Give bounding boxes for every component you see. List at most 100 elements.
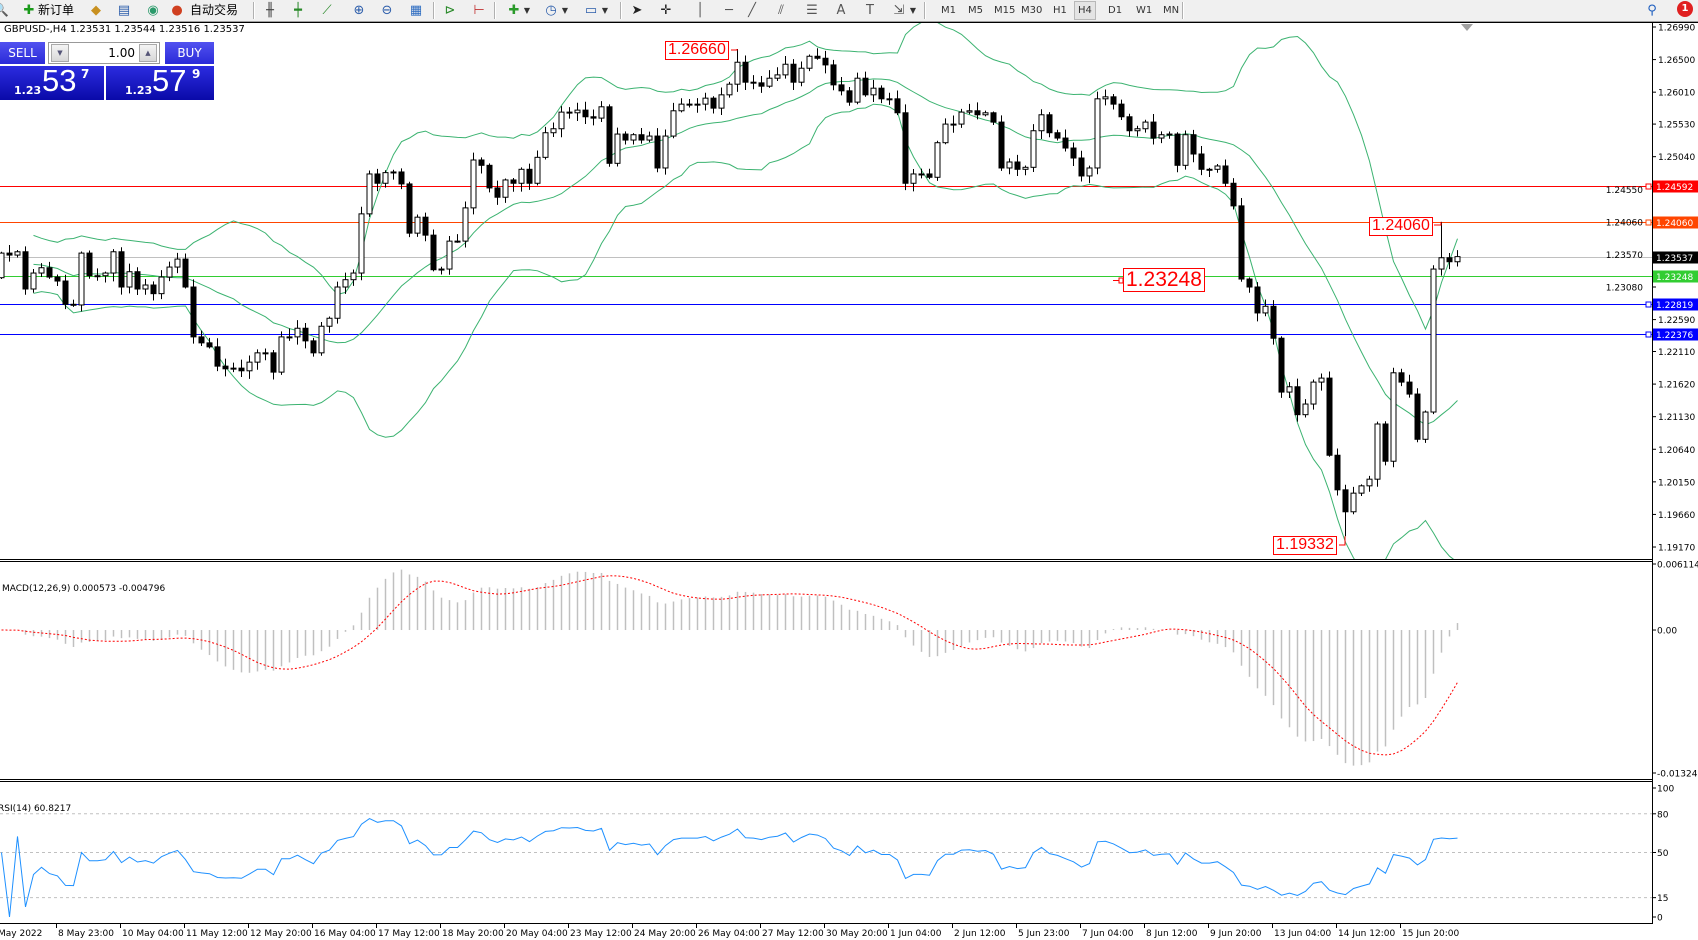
horizontal-line-icon[interactable]: ─ xyxy=(725,3,733,18)
bearish-candle xyxy=(1398,372,1405,383)
equidistant-channel-icon[interactable]: ⫽ xyxy=(778,3,784,18)
fibonacci-icon[interactable]: ☰ xyxy=(806,3,818,18)
tile-windows-icon[interactable]: ▦ xyxy=(409,3,423,18)
text-icon[interactable]: A xyxy=(836,3,846,18)
high-callout-connector xyxy=(731,48,738,51)
chevron-down-icon[interactable]: ▼ xyxy=(909,6,917,15)
arrows-icon[interactable]: ⇲ xyxy=(893,3,905,18)
timeframe-m5[interactable]: M5 xyxy=(968,5,983,16)
price-tick-label: 1.19660 xyxy=(1658,511,1695,521)
chevron-down-icon[interactable]: ▼ xyxy=(523,6,531,15)
callout-connectors xyxy=(731,48,1442,546)
timeframe-m15[interactable]: M15 xyxy=(994,5,1016,16)
search-icon[interactable]: ⚲ xyxy=(1647,3,1657,18)
candlestick-icon[interactable]: ┿ xyxy=(294,3,302,18)
level-price-label-bg xyxy=(1653,180,1698,193)
periods-icon[interactable]: ◷ xyxy=(545,3,557,18)
bullish-candle xyxy=(1286,386,1293,393)
bearish-candle xyxy=(878,87,885,100)
bullish-candle xyxy=(166,266,173,278)
templates-icon[interactable]: ▭ xyxy=(584,3,598,18)
time-axis-label: 27 May 12:00 xyxy=(762,929,824,939)
bullish-candle xyxy=(230,367,237,370)
bullish-candle xyxy=(14,251,21,256)
notification-badge[interactable]: 1 xyxy=(1677,1,1693,17)
buy-price-box[interactable]: 1.23 57 9 xyxy=(106,63,214,100)
bullish-candle xyxy=(934,142,941,178)
level-price-label: 1.23248 xyxy=(1656,273,1693,283)
bullish-candle xyxy=(1006,161,1013,169)
cursor-icon[interactable]: ➤ xyxy=(631,3,643,18)
chart-shift-icon[interactable]: ⊢ xyxy=(473,3,485,18)
timeframe-h1[interactable]: H1 xyxy=(1053,5,1067,16)
bullish-candle xyxy=(278,336,285,373)
market-watch-icon[interactable]: ▤ xyxy=(117,3,131,18)
timeframe-w1[interactable]: W1 xyxy=(1136,5,1153,16)
line-chart-icon[interactable]: ⟋ xyxy=(322,3,332,18)
chevron-down-icon[interactable]: ▼ xyxy=(601,6,609,15)
lot-increase-button[interactable]: ▲ xyxy=(139,44,157,62)
trendline-icon[interactable]: ╱ xyxy=(748,3,756,18)
timeframe-m1[interactable]: M1 xyxy=(941,5,956,16)
level-price-callout[interactable]: 1.23248 xyxy=(1123,268,1205,292)
toolbar-separator xyxy=(924,2,926,19)
bullish-candle xyxy=(1022,166,1029,170)
bearish-candle xyxy=(566,111,573,114)
rsi-title: RSI(14) 60.8217 xyxy=(0,804,71,814)
new-order-button[interactable]: 新订单 xyxy=(38,3,75,17)
bullish-candle xyxy=(886,98,893,101)
bearish-candle xyxy=(486,164,493,189)
zoom-in-icon[interactable]: ⊕ xyxy=(353,3,365,18)
lot-decrease-button[interactable]: ▼ xyxy=(51,44,69,62)
auto-scroll-icon[interactable]: ⊳ xyxy=(444,3,456,18)
rsi-scale-label: 80 xyxy=(1657,810,1669,820)
timeframe-d1[interactable]: D1 xyxy=(1108,5,1123,16)
bullish-candle xyxy=(518,168,525,184)
bearish-candle xyxy=(1382,423,1389,462)
new-order-icon[interactable]: ✚ xyxy=(23,3,35,18)
meta-editor-icon[interactable]: ◆ xyxy=(91,3,101,18)
bearish-candle xyxy=(838,84,845,92)
bearish-candle xyxy=(822,57,829,66)
time-axis-label: 15 Jun 20:00 xyxy=(1402,929,1459,939)
chevron-down-icon[interactable]: ▼ xyxy=(561,6,569,15)
crosshair-icon[interactable]: ✛ xyxy=(660,3,672,18)
timeframe-h4[interactable]: H4 xyxy=(1074,1,1096,20)
bar-chart-icon[interactable]: ╫ xyxy=(266,3,274,18)
sell-button[interactable]: SELL xyxy=(0,42,45,64)
chart-shift-marker-icon[interactable] xyxy=(1461,24,1473,31)
text-label-icon[interactable]: T xyxy=(866,3,874,18)
bearish-candle xyxy=(814,55,821,59)
timeframe-m30[interactable]: M30 xyxy=(1021,5,1043,16)
vertical-line-icon[interactable]: │ xyxy=(696,3,704,18)
bearish-candle xyxy=(974,110,981,116)
bullish-candle xyxy=(702,97,709,105)
time-axis-label: 16 May 04:00 xyxy=(314,929,376,939)
timeframe-mn[interactable]: MN xyxy=(1163,5,1180,16)
bearish-candle xyxy=(478,159,485,166)
recent-high-price-callout[interactable]: 1.24060 xyxy=(1369,217,1433,236)
bearish-candle xyxy=(582,109,589,118)
auto-trading-button[interactable]: 自动交易 xyxy=(190,3,239,17)
bullish-candle xyxy=(1358,485,1365,494)
indicators-icon[interactable]: ✚ xyxy=(508,3,520,18)
buy-button[interactable]: BUY xyxy=(165,42,214,64)
macd-scale-label: 0.006114 xyxy=(1657,561,1698,571)
bullish-candle xyxy=(726,83,733,96)
search-icon[interactable]: 🔍 xyxy=(0,3,10,18)
bearish-candle xyxy=(742,61,749,83)
bullish-candle xyxy=(350,272,357,281)
bearish-candle xyxy=(1406,381,1413,395)
low-price-callout[interactable]: 1.19332 xyxy=(1273,536,1337,555)
sell-price-box[interactable]: 1.23 53 7 xyxy=(0,63,104,100)
auto-trading-icon[interactable]: ● xyxy=(171,3,183,18)
zoom-out-icon[interactable]: ⊖ xyxy=(381,3,393,18)
signals-icon[interactable]: ◉ xyxy=(147,3,159,18)
lot-size-input[interactable]: ▼ 1.00 ▲ xyxy=(48,42,160,64)
time-axis-label: 7 Jun 04:00 xyxy=(1082,929,1134,939)
bearish-candle xyxy=(270,352,277,373)
bullish-candle xyxy=(686,103,693,106)
bullish-candle xyxy=(1214,165,1221,170)
high-price-callout[interactable]: 1.26660 xyxy=(665,41,729,60)
